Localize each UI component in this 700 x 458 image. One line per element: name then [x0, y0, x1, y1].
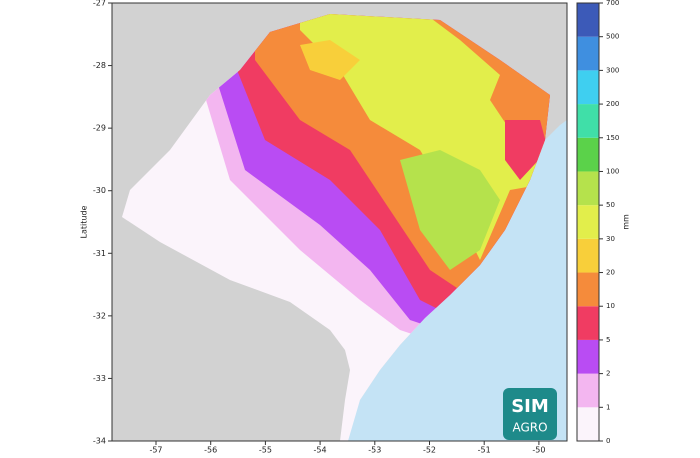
colorbar-band	[577, 373, 599, 408]
logo-text: SIM	[511, 396, 549, 417]
y-tick-label: -29	[93, 124, 106, 133]
colorbar-label: 1	[606, 403, 610, 411]
colorbar-label: 700	[606, 0, 619, 7]
y-tick-label: -31	[93, 249, 106, 258]
colorbar-frame	[576, 2, 600, 442]
x-tick-label: -52	[423, 446, 436, 455]
colorbar-band	[577, 306, 599, 340]
y-tick-label: -34	[93, 437, 106, 446]
colorbar-label: 50	[606, 201, 615, 209]
x-tick-label: -55	[259, 446, 272, 455]
x-tick-label: -54	[314, 446, 327, 455]
colorbar-label: 0	[606, 437, 610, 445]
colorbar-label: 150	[606, 134, 619, 142]
x-tick-label: -56	[204, 446, 217, 455]
y-tick-label: -27	[93, 0, 106, 8]
y-tick-label: -32	[93, 311, 106, 320]
x-tick-label: -57	[149, 446, 162, 455]
colorbar-label: 200	[606, 100, 619, 108]
colorbar-band	[577, 407, 599, 441]
colorbar-label: 300	[606, 66, 619, 74]
colorbar-label: 10	[606, 302, 615, 310]
logo-badge	[503, 388, 557, 440]
colorbar-band	[577, 238, 599, 273]
colorbar-band	[577, 272, 599, 307]
x-tick-label: -51	[478, 446, 491, 455]
colorbar-label: 2	[606, 370, 610, 378]
colorbar-band	[577, 171, 599, 206]
x-tick-label: -53	[368, 446, 381, 455]
logo-text: AGRO	[512, 421, 547, 435]
colorbar-band	[577, 137, 599, 172]
colorbar-label: 30	[606, 235, 615, 243]
colorbar-label: 100	[606, 167, 619, 175]
y-tick-label: -30	[93, 186, 106, 195]
colorbar-band	[577, 3, 599, 37]
colorbar-band	[577, 70, 599, 105]
colorbar-label: 500	[606, 33, 619, 41]
y-tick-label: -33	[93, 374, 106, 383]
colorbar-label: 20	[606, 269, 615, 277]
colorbar-band	[577, 36, 599, 71]
colorbar-unit: mm	[622, 214, 631, 230]
map-frame	[111, 2, 568, 442]
colorbar-band	[577, 104, 599, 138]
colorbar-band	[577, 339, 599, 374]
y-tick-label: -28	[93, 61, 106, 70]
y-axis-label: Latitude	[80, 205, 89, 238]
x-tick-label: -50	[532, 446, 545, 455]
colorbar-band	[577, 205, 599, 239]
ocean	[345, 120, 567, 441]
colorbar-label: 5	[606, 336, 610, 344]
